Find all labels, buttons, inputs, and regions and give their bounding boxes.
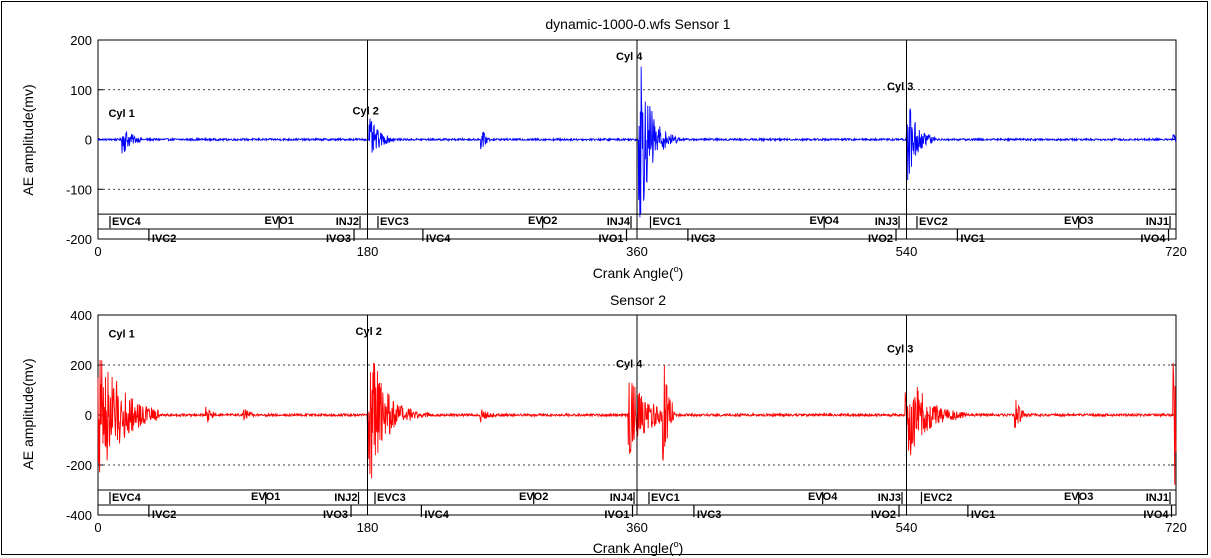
sensor2-event-label: INJ4	[610, 492, 634, 504]
sensor1-event-label: IVC4	[426, 233, 451, 245]
sensor2-cylinder-label: Cyl 3	[887, 344, 913, 356]
sensor1-cylinder-label: Cyl 3	[887, 81, 913, 93]
sensor1-event-label: INJ3	[875, 216, 898, 228]
sensor2-xtick-label: 0	[94, 520, 101, 535]
sensor1-event-label: IVO3	[326, 233, 351, 245]
sensor1-event-label: INJ4	[607, 216, 631, 228]
sensor1-event-label: EVC1	[652, 216, 681, 228]
sensor2-cylinder-label: Cyl 2	[356, 326, 382, 338]
sensor1-event-label: EVO3	[1064, 215, 1093, 227]
sensor1-event-label: EVO4	[809, 215, 839, 227]
sensor2-xtick-label: 360	[626, 520, 648, 535]
sensor1-ytick-label: 200	[70, 33, 92, 48]
sensor2-ytick-label: 400	[70, 308, 92, 323]
sensor1-event-label: IVC3	[691, 233, 715, 245]
sensor2-event-label: EVO2	[519, 491, 548, 503]
sensor1-event-label: EVC4	[112, 216, 142, 228]
sensor2-event-label: IVO2	[871, 509, 896, 521]
sensor1-ylabel: AE amplitude(mv)	[20, 84, 36, 195]
sensor2-xtick-label: 720	[1165, 520, 1187, 535]
sensor2-event-label: INJ1	[1146, 492, 1169, 504]
sensor2-event-label: EVO4	[808, 491, 838, 503]
sensor2-event-label: IVO3	[323, 509, 348, 521]
sensor1-title: dynamic-1000-0.wfs Sensor 1	[545, 16, 730, 32]
sensor2-ytick-label: 200	[70, 358, 92, 373]
sensor2-panel: Sensor 2 AE amplitude(mv) Crank Angle(o)…	[20, 292, 1187, 556]
sensor2-ytick-label: -200	[66, 458, 92, 473]
sensor1-xtick-label: 540	[896, 244, 918, 259]
sensor2-event-label: EVC1	[651, 492, 680, 504]
sensor2-event-label: IVC1	[971, 509, 995, 521]
sensor2-event-label: IVC2	[152, 509, 176, 521]
sensor1-xtick-label: 180	[357, 244, 379, 259]
sensor1-ytick-label: -200	[66, 232, 92, 247]
sensor2-event-label: EVO1	[251, 491, 280, 503]
sensor2-event-label: IVO4	[1143, 509, 1169, 521]
sensor2-ytick-label: 0	[85, 408, 92, 423]
sensor2-event-label: IVC3	[697, 509, 721, 521]
sensor2-event-label: EVC2	[923, 492, 952, 504]
sensor1-event-label: EVO1	[264, 215, 293, 227]
sensor1-ytick-label: 0	[85, 133, 92, 148]
sensor1-event-label: EVC3	[380, 216, 409, 228]
sensor2-ylabel: AE amplitude(mv)	[20, 358, 36, 469]
sensor2-xtick-label: 180	[357, 520, 379, 535]
sensor2-event-label: EVO3	[1064, 491, 1093, 503]
sensor2-event-label: EVC3	[377, 492, 406, 504]
sensor2-cylinder-label: Cyl 4	[616, 359, 643, 371]
sensor1-cylinder-label: Cyl 1	[108, 108, 134, 120]
sensor1-event-label: IVC2	[152, 233, 176, 245]
sensor1-event-label: IVO4	[1140, 233, 1166, 245]
sensor2-ytick-label: -400	[66, 508, 92, 523]
sensor1-ytick-label: 100	[70, 83, 92, 98]
sensor2-event-label: INJ3	[878, 492, 901, 504]
sensor1-xtick-label: 720	[1165, 244, 1187, 259]
sensor1-cylinder-label: Cyl 4	[616, 51, 643, 63]
sensor1-event-label: IVC1	[960, 233, 984, 245]
sensor1-xlabel: Crank Angle(o)	[593, 264, 684, 281]
sensor2-title: Sensor 2	[610, 292, 666, 308]
sensor2-event-label: IVC4	[424, 509, 449, 521]
sensor1-event-label: EVC2	[919, 216, 948, 228]
sensor1-panel: dynamic-1000-0.wfs Sensor 1 AE amplitude…	[20, 16, 1187, 281]
sensor2-xlabel: Crank Angle(o)	[593, 539, 684, 556]
sensor1-cylinder-label: Cyl 2	[353, 106, 379, 118]
sensor2-event-label: IVO1	[604, 509, 629, 521]
sensor1-event-label: IVO2	[868, 233, 893, 245]
sensor2-event-label: INJ2	[334, 492, 357, 504]
sensor1-event-label: INJ2	[336, 216, 359, 228]
sensor1-event-label: INJ1	[1146, 216, 1169, 228]
sensor1-event-label: IVO1	[598, 233, 623, 245]
sensor1-xtick-label: 0	[94, 244, 101, 259]
sensor2-event-label: EVC4	[112, 492, 142, 504]
sensor2-cylinder-label: Cyl 1	[108, 329, 134, 341]
sensor1-event-label: EVO2	[528, 215, 557, 227]
sensor1-ytick-label: -100	[66, 182, 92, 197]
sensor1-xtick-label: 360	[626, 244, 648, 259]
sensor2-xtick-label: 540	[896, 520, 918, 535]
